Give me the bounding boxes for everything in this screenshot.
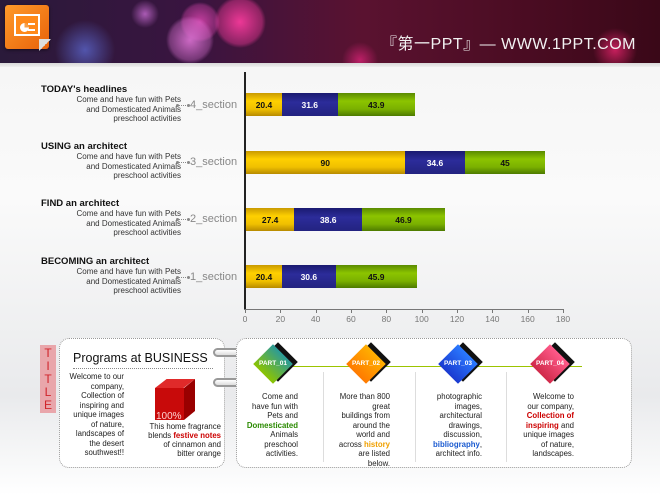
x-tick-label: 160 <box>520 314 535 324</box>
bar-segment: 34.6 <box>404 151 466 174</box>
row-text-4: TODAY's headlines Come and have fun with… <box>41 84 181 124</box>
connector-dots <box>176 104 190 107</box>
bar-row-2: 27.4 38.6 46.9 <box>246 208 445 231</box>
bar-segment: 20.4 <box>246 265 282 288</box>
bar-segment: 45 <box>465 151 545 174</box>
bar-segment: 46.9 <box>362 208 445 231</box>
row-desc: Come and have fun with Pets and Domestica… <box>76 209 181 237</box>
part-02-text: More than 800 great buildings from around … <box>338 392 390 468</box>
row-text-3: USING an architect Come and have fun wit… <box>41 141 181 181</box>
connector-dots <box>176 218 190 221</box>
card-heading: Programs at BUSINESS <box>73 351 213 369</box>
x-tick-label: 140 <box>485 314 500 324</box>
timeline-line <box>262 366 582 367</box>
section-label: 1_section <box>190 271 238 283</box>
x-tick <box>245 309 246 313</box>
x-tick-label: 180 <box>555 314 571 324</box>
x-tick-label: 40 <box>310 314 321 324</box>
bar-segment: 30.6 <box>281 265 336 288</box>
column-divider <box>323 372 324 462</box>
powerpoint-icon <box>5 5 51 51</box>
column-divider <box>506 372 507 462</box>
x-tick <box>492 309 494 313</box>
bar-row-4: 20.4 31.6 43.9 <box>246 93 415 116</box>
x-axis <box>244 309 564 310</box>
connector-dots <box>176 161 190 164</box>
site-title: 『第一PPT』— WWW.1PPT.COM <box>381 36 636 53</box>
row-desc: Come and have fun with Pets and Domestica… <box>76 95 181 123</box>
x-tick <box>351 309 352 313</box>
x-tick-label: 80 <box>381 314 392 324</box>
x-tick <box>315 309 317 313</box>
red-cube-icon <box>155 379 195 420</box>
column-divider <box>415 372 416 462</box>
section-label: 4_section <box>190 99 238 111</box>
bar-row-3: 90 34.6 45 <box>246 151 545 174</box>
programs-card: Programs at BUSINESS Welcome to our compa… <box>59 338 225 468</box>
bar-segment: 20.4 <box>246 93 282 116</box>
row-desc: Come and have fun with Pets and Domestica… <box>76 152 181 180</box>
bar-row-1: 20.4 30.6 45.9 <box>246 265 417 288</box>
part-04-text: Welcome to our company, Collection of ins… <box>523 392 574 458</box>
section-label: 3_section <box>190 156 238 168</box>
x-tick <box>527 309 529 313</box>
row-text-1: BECOMING an architect Come and have fun … <box>41 256 181 296</box>
row-title: FIND an architect <box>41 198 120 209</box>
x-tick-label: 20 <box>275 314 286 324</box>
x-tick-label: 120 <box>449 314 465 324</box>
x-tick <box>563 309 564 313</box>
header-divider <box>0 63 660 67</box>
header-banner <box>0 0 660 63</box>
row-title: BECOMING an architect <box>41 256 150 267</box>
bar-segment: 45.9 <box>335 265 417 288</box>
part-04-badge: PART_04 <box>528 342 578 385</box>
row-desc: Come and have fun with Pets and Domestica… <box>76 267 181 295</box>
bar-segment: 31.6 <box>281 93 338 116</box>
part-02-badge: PART_02 <box>344 342 394 385</box>
x-tick-label: 100 <box>414 314 429 324</box>
bar-segment: 27.4 <box>246 208 295 231</box>
card-text: Welcome to our company, Collection of insp… <box>69 372 124 457</box>
part-01-text: Come and have fun with Pets and Domesticat… <box>246 392 298 458</box>
connector-dots <box>176 276 190 279</box>
x-tick-label: 0 <box>242 314 248 324</box>
bar-segment: 43.9 <box>337 93 415 116</box>
part-03-badge: PART_03 <box>436 342 486 385</box>
bar-segment: 90 <box>246 151 405 174</box>
row-title: USING an architect <box>41 141 128 152</box>
x-tick <box>280 309 282 313</box>
x-tick <box>457 309 458 313</box>
cube-text: This home fragrance blends festive notes… <box>148 422 221 458</box>
section-label: 2_section <box>190 213 238 225</box>
part-01-badge: PART_01 <box>251 342 301 385</box>
x-tick <box>386 309 388 313</box>
row-title: TODAY's headlines <box>41 84 128 95</box>
row-text-2: FIND an architect Come and have fun with… <box>41 198 181 238</box>
x-tick <box>421 309 423 313</box>
cube-percent: 100% <box>156 411 182 422</box>
part-03-text: photographic images, architectural drawing… <box>433 392 482 458</box>
bar-segment: 38.6 <box>294 208 363 231</box>
x-tick-label: 60 <box>346 314 356 324</box>
y-axis <box>244 72 246 310</box>
